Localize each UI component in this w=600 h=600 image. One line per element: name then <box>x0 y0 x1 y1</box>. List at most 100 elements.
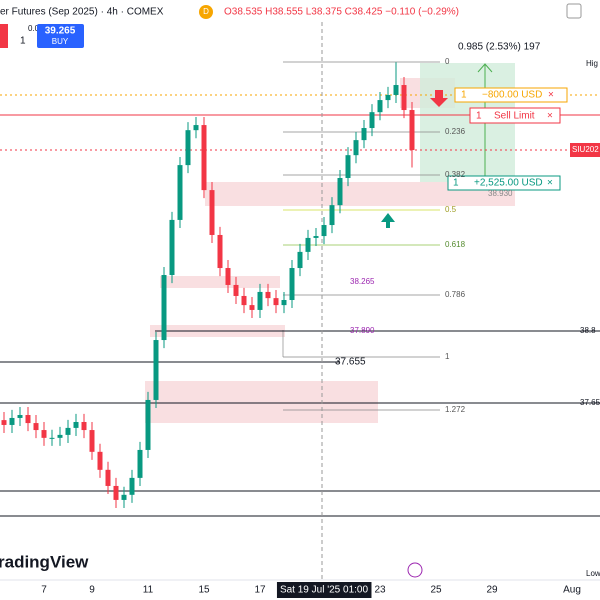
candle-body <box>65 427 71 435</box>
candle-body <box>33 423 39 431</box>
symbol: er Futures (Sep 2025) · 4h · COMEX <box>0 7 164 18</box>
price-note: 38.930 <box>488 189 513 198</box>
order-qty: 1 <box>476 111 482 122</box>
candle-body <box>377 100 383 113</box>
candle-body <box>105 469 111 486</box>
candle-body <box>329 205 335 226</box>
candle-body <box>169 219 175 276</box>
collapse-button[interactable] <box>566 3 582 19</box>
buy-label: BUY <box>52 37 69 46</box>
candle-body <box>73 421 79 428</box>
candle-body <box>57 434 63 438</box>
order-pnl: −800.00 USD <box>482 90 542 101</box>
order-tag[interactable] <box>469 107 561 124</box>
fib-lines <box>282 61 440 411</box>
candle-body <box>361 128 367 141</box>
x-tick-label: 17 <box>254 585 266 596</box>
order-type: Sell Limit <box>494 111 535 122</box>
candle-body <box>121 494 127 500</box>
candle-body <box>289 268 295 300</box>
candle-body <box>241 295 247 306</box>
candle-body <box>145 399 151 450</box>
order-qty: 1 <box>461 90 467 101</box>
fib-label: 0.236 <box>445 127 466 136</box>
fib-label: 1 <box>445 352 450 361</box>
candle-body <box>113 485 119 500</box>
event-icon[interactable] <box>407 562 423 578</box>
x-tick-label: 23 <box>374 585 386 596</box>
candle-body <box>345 155 351 179</box>
candle-body <box>297 251 303 269</box>
order-tag[interactable] <box>447 175 561 191</box>
candle-body <box>401 85 407 111</box>
crosshair-time-box <box>276 582 372 598</box>
qty: 1 <box>20 36 26 47</box>
candle-body <box>185 130 191 166</box>
candle-body <box>265 291 271 299</box>
symbol-tag <box>570 143 600 157</box>
candle-body <box>153 340 159 400</box>
candle-body <box>313 236 319 238</box>
price-note: 37.655 <box>335 357 366 368</box>
candle-body <box>353 140 359 156</box>
order-qty: 1 <box>453 178 459 189</box>
x-tick-label: Aug <box>563 585 581 596</box>
toolbar <box>0 0 600 22</box>
candle-body <box>233 284 239 296</box>
candle-body <box>273 298 279 306</box>
candle-body <box>25 415 31 424</box>
candle-body <box>257 291 263 310</box>
candle-body <box>225 268 231 285</box>
candle-body <box>1 420 7 425</box>
fib-label: 0.618 <box>445 240 466 249</box>
axis-label: 38.8 <box>580 326 596 335</box>
candle-body <box>81 421 87 431</box>
candle-body <box>177 165 183 220</box>
candle-body <box>161 275 167 341</box>
candle-body <box>49 437 55 439</box>
fib-label: 0.5 <box>445 205 457 214</box>
x-tick-label: 29 <box>486 585 498 596</box>
x-tick-label: 9 <box>89 585 95 596</box>
fib-label: 0.382 <box>445 170 466 179</box>
price-note: 37.890 <box>350 326 375 335</box>
candle-body <box>217 234 223 269</box>
fib-label: 0 <box>445 57 450 66</box>
order-close[interactable]: × <box>547 111 553 122</box>
candle-body <box>9 417 15 425</box>
candle-body <box>89 430 95 452</box>
zone <box>145 381 378 423</box>
candle-body <box>305 237 311 252</box>
price-note: 38.265 <box>350 277 375 286</box>
x-tick-label: 11 <box>143 585 154 596</box>
measure-text: 0.985 (2.53%) 197 <box>458 42 541 53</box>
sell-arrow <box>430 90 448 107</box>
candle-body <box>249 305 255 310</box>
fib-labels: 0 0.236 0.382 0.5 0.618 0.786 1 1.272 <box>445 57 466 414</box>
candle-body <box>409 110 415 151</box>
candle-body <box>17 415 23 418</box>
fib-label: 1.272 <box>445 405 466 414</box>
candle-body <box>281 300 287 306</box>
ohlc: O38.535 H38.555 L38.375 C38.425 −0.110 (… <box>224 7 459 18</box>
symbol-tag-text: SIU202 <box>572 145 599 154</box>
badge[interactable] <box>199 5 213 19</box>
candle-body <box>337 178 343 206</box>
candle-body <box>393 85 399 95</box>
candle-body <box>97 451 103 470</box>
sell-button[interactable] <box>0 24 8 48</box>
candle-body <box>129 477 135 495</box>
watermark: radingView <box>0 552 89 571</box>
badge-text: D <box>203 7 209 16</box>
axis-label: Low <box>586 569 600 578</box>
fib-label: 0.786 <box>445 290 466 299</box>
order-tag[interactable] <box>454 87 568 103</box>
buy-button[interactable] <box>37 24 84 48</box>
buy-price: 39.265 <box>45 26 76 37</box>
order-close[interactable]: × <box>548 90 554 101</box>
levels <box>0 22 600 580</box>
order-close[interactable]: × <box>547 178 553 189</box>
x-tick-label: 7 <box>41 585 47 596</box>
candle-body <box>321 225 327 237</box>
